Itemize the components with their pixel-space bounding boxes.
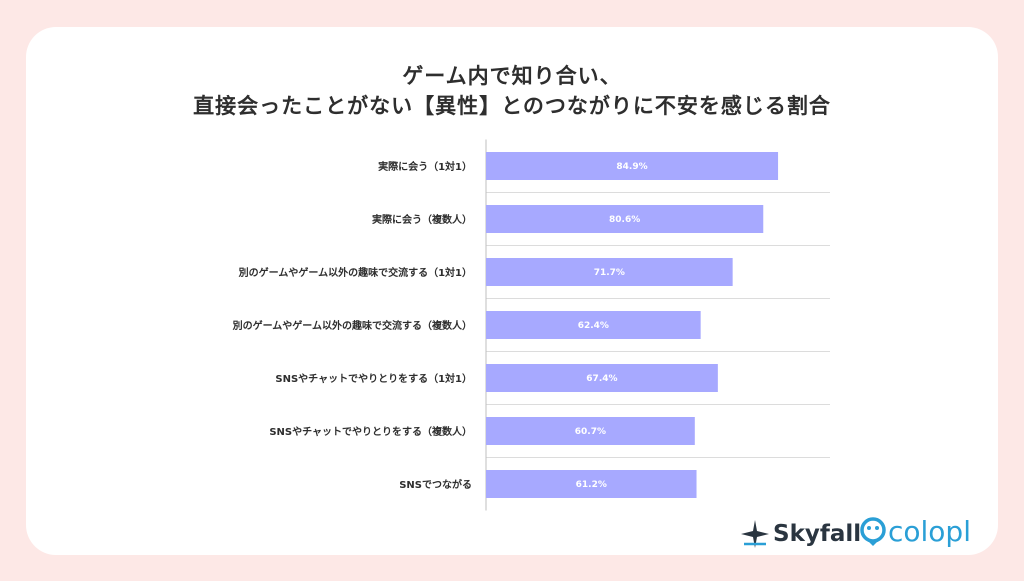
data-label: 60.7% bbox=[575, 427, 606, 437]
skyfall-star-icon bbox=[741, 520, 769, 548]
data-label: 67.4% bbox=[586, 374, 617, 384]
data-label: 80.6% bbox=[609, 215, 640, 225]
bar bbox=[486, 417, 695, 445]
colopl-logo-text: colopl bbox=[888, 515, 971, 548]
bar bbox=[486, 152, 779, 180]
category-label: SNSでつながる bbox=[399, 478, 472, 491]
chart-title-line-2: 直接会ったことがない【異性】とのつながりに不安を感じる割合 bbox=[193, 94, 831, 118]
bar bbox=[486, 258, 733, 286]
category-label: 実際に会う（複数人） bbox=[372, 213, 472, 226]
bar bbox=[486, 364, 718, 392]
category-label: 別のゲームやゲーム以外の趣味で交流する（複数人） bbox=[232, 319, 472, 332]
category-label: SNSやチャットでやりとりをする（1対1） bbox=[275, 372, 472, 385]
chart-title-line-1: ゲーム内で知り合い、 bbox=[402, 64, 622, 88]
chart-card bbox=[26, 27, 998, 555]
bar bbox=[486, 311, 701, 339]
category-label: 別のゲームやゲーム以外の趣味で交流する（1対1） bbox=[238, 266, 472, 279]
colopl-mascot-icon bbox=[860, 516, 886, 546]
data-label: 71.7% bbox=[594, 268, 625, 278]
bar bbox=[486, 205, 764, 233]
category-label: 実際に会う（1対1） bbox=[378, 160, 472, 173]
skyfall-logo: Skyfall bbox=[740, 520, 861, 548]
colopl-logo: colopl bbox=[860, 515, 971, 548]
skyfall-logo-text: Skyfall bbox=[773, 521, 862, 547]
data-label: 61.2% bbox=[576, 480, 607, 490]
bar bbox=[486, 470, 697, 498]
category-label: SNSやチャットでやりとりをする（複数人） bbox=[269, 425, 472, 438]
data-label: 84.9% bbox=[616, 162, 647, 172]
data-label: 62.4% bbox=[578, 321, 609, 331]
